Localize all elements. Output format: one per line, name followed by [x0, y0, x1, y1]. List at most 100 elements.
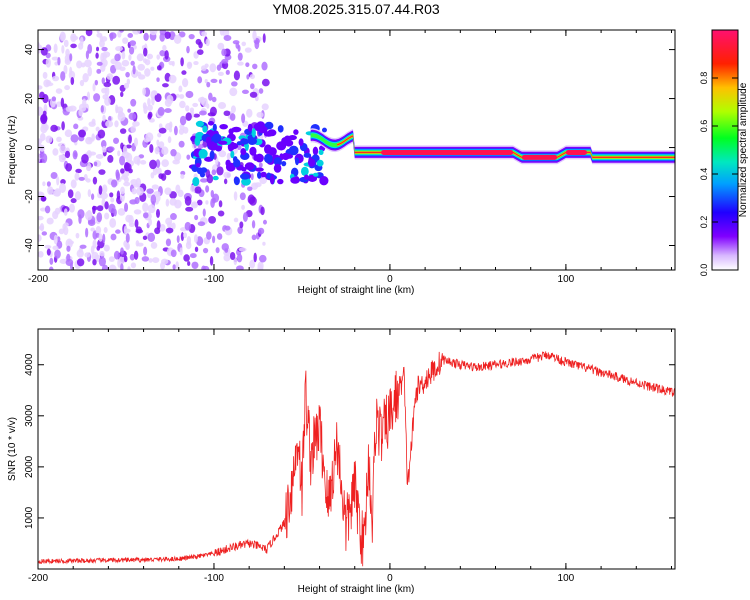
spectrogram-blob: [217, 71, 224, 76]
spectrogram-blob: [122, 37, 129, 44]
spectrogram-blob: [89, 151, 97, 156]
spectrogram-blob: [149, 143, 154, 153]
spectrogram-blob: [41, 231, 48, 236]
spectrogram-blob: [55, 101, 63, 107]
spectrogram-blob: [123, 225, 128, 236]
spectrogram-blob: [60, 31, 66, 41]
spectrogram-blob: [143, 58, 148, 64]
spectrogram-blob: [136, 187, 144, 196]
spectrogram-blob: [95, 226, 102, 235]
spectrogram-blob: [75, 232, 80, 239]
spectrogram-blob: [165, 122, 173, 131]
snr-ytick-label: 2000: [24, 455, 35, 478]
spectrogram-blob: [70, 179, 77, 189]
spectrogram-blob: [73, 123, 79, 130]
spectrogram-blob: [241, 204, 245, 210]
spectrogram-blob: [101, 87, 108, 94]
spectrogram-blob: [63, 208, 68, 216]
spectrogram-blob: [156, 77, 160, 82]
spectrogram-blob: [56, 176, 60, 186]
spectrogram-blob: [118, 110, 124, 118]
spectrogram-blob: [211, 235, 216, 244]
spectrogram-blob: [241, 177, 251, 186]
spectrogram-blob: [223, 34, 232, 41]
spectrogram-blob: [251, 234, 257, 241]
spectrogram-blob: [40, 207, 47, 212]
spectrogram-blob: [39, 133, 46, 142]
spectrogram-blob: [318, 149, 324, 156]
spectrogram-blob: [273, 163, 282, 173]
spectrogram-blob: [252, 63, 258, 70]
spectrogram-blob: [240, 138, 249, 145]
spectrogram-blob: [70, 43, 77, 49]
spectrogram-blob: [187, 261, 191, 266]
snr-xtick-label: 100: [558, 573, 575, 584]
spectrogram-blob: [98, 169, 106, 175]
spectrogram-blob: [114, 53, 121, 62]
spectrogram-blob: [170, 213, 177, 221]
spectrogram-blob: [247, 123, 253, 132]
spectrogram-blob: [258, 88, 264, 94]
spectrogram-blob: [312, 172, 319, 177]
spectrogram-blob: [211, 96, 217, 103]
spectrogram-blob: [74, 172, 80, 181]
spectrogram-blob: [149, 30, 158, 36]
spectrogram-blob: [91, 193, 95, 200]
spectrogram-blob: [70, 33, 77, 43]
spectrogram-blob: [227, 153, 231, 158]
spectrogram-blob: [87, 189, 92, 198]
spectrogram-blob: [86, 165, 91, 172]
spectrogram-blob: [165, 238, 172, 247]
spectrogram-blob: [125, 242, 130, 251]
spectrogram-blob: [104, 212, 110, 220]
spectrogram-blob: [147, 97, 151, 107]
spectrogram-blob: [66, 253, 71, 262]
spectrogram-blob: [281, 152, 290, 161]
spectrogram-blob: [45, 57, 51, 68]
spectrogram-blob: [233, 159, 241, 168]
spectrogram-blob: [319, 175, 329, 186]
spectrogram-blob: [179, 100, 186, 109]
spectrogram-blob: [173, 34, 182, 44]
spectrogram-blob: [255, 167, 264, 172]
spectrogram-blob: [224, 248, 229, 253]
spectrogram-blob: [229, 251, 236, 260]
spectrogram-blob: [70, 198, 77, 204]
spectrogram-blob: [74, 191, 81, 201]
spectrogram-blob: [201, 265, 206, 270]
spectrogram-blob: [241, 41, 247, 47]
spectrogram-blob: [225, 162, 236, 172]
spectrogram-blob: [221, 58, 229, 64]
spectrogram-blob: [179, 247, 183, 256]
spectrogram-blob: [196, 167, 204, 175]
spectrogram-blob: [142, 87, 146, 96]
spectrogram-blob: [80, 62, 86, 68]
spectrogram-blob: [95, 154, 104, 160]
spectrogram-blob: [161, 146, 169, 156]
spectrogram-blob: [110, 233, 117, 241]
spectrogram-blob: [307, 174, 318, 182]
spectrogram-blob: [69, 53, 73, 62]
spectrogram-blob: [125, 233, 130, 243]
spectrogram-blob: [217, 140, 228, 145]
spectrogram-blob: [111, 179, 118, 188]
spectrogram-blob: [112, 75, 121, 85]
spectrogram-blob: [183, 254, 190, 262]
spectrogram-blob: [193, 113, 200, 118]
spectrogram-blob: [258, 254, 267, 263]
spectrogram-blob: [46, 217, 54, 225]
spectrogram-blob: [78, 103, 87, 112]
spectrogram-blob: [196, 199, 203, 206]
snr-xtick-label: -100: [204, 573, 224, 584]
spectrogram-blob: [200, 96, 206, 106]
spectrogram-blob: [132, 121, 140, 127]
spectrogram-blob: [257, 125, 268, 134]
spectrogram-blob: [237, 61, 244, 66]
spectrogram-blob: [276, 141, 287, 151]
spectrogram-blob: [207, 142, 215, 148]
spectrogram-blob: [206, 174, 214, 184]
spectrogram-blob: [192, 177, 200, 187]
spectrogram-blob: [51, 56, 59, 61]
spectrogram-blob: [147, 204, 156, 214]
spectrogram-blob: [120, 186, 125, 195]
